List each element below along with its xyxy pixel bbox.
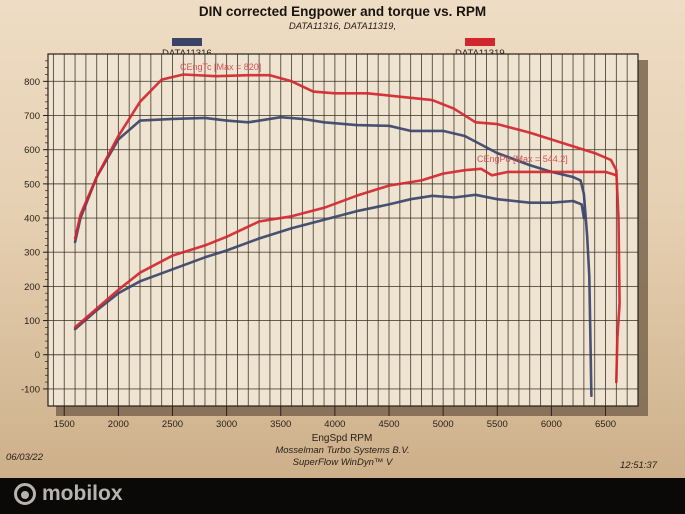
annotation-power-max: CEngPo [Max = 544.2]: [477, 154, 568, 164]
watermark-text: mobilox: [42, 482, 123, 505]
footer-date: 06/03/22: [6, 452, 43, 463]
footer-time: 12:51:37: [620, 460, 657, 471]
chart-title: DIN corrected Engpower and torque vs. RP…: [198, 4, 487, 19]
x-tick-label: 5000: [433, 419, 454, 430]
legend-swatch-data11316: [171, 38, 202, 46]
y-tick-label: 200: [24, 282, 40, 293]
x-tick-label: 5500: [487, 419, 508, 430]
footer-software: SuperFlow WinDyn™ V: [292, 457, 393, 468]
series-group: [73, 73, 621, 397]
watermark-logo: mobilox: [14, 482, 123, 506]
x-tick-label: 4500: [378, 419, 399, 430]
y-tick-label: 0: [35, 350, 40, 361]
series-line-4: [73, 167, 618, 329]
x-tick-label: 4000: [324, 419, 345, 430]
legend-swatch-data11319: [464, 38, 495, 46]
axes: 800 700 600 500 400 300 200 100 0 -100 1500 2000 250…: [21, 53, 639, 430]
mobilox-logo-icon: [14, 483, 36, 505]
y-tick-label: -100: [21, 384, 40, 395]
y-tick-label: 100: [24, 316, 40, 327]
x-tick-label: 3500: [270, 419, 291, 430]
y-tick-label: 300: [24, 248, 40, 259]
x-tick-label: 2500: [162, 419, 183, 430]
y-tick-label: 600: [24, 145, 40, 156]
plot-area: 800 700 600 500 400 300 200 100 0 -100 1500 2000 250…: [21, 53, 648, 444]
x-tick-label: 6000: [541, 419, 562, 430]
chart-subtitle: DATA11316, DATA11319,: [288, 21, 397, 32]
plot-frame: [47, 53, 639, 407]
x-tick-label: 6500: [595, 419, 616, 430]
y-tick-label: 800: [24, 77, 40, 88]
y-tick-label: 700: [24, 111, 40, 122]
series-line-3: [73, 193, 586, 331]
annotation-torque-max: CEngTc [Max = 820]: [180, 62, 261, 72]
series-line-2: [73, 73, 621, 384]
x-axis-label: EngSpd RPM: [312, 433, 373, 444]
x-tick-label: 1500: [54, 419, 75, 430]
x-tick-label: 2000: [108, 419, 129, 430]
footer-company: Mosselman Turbo Systems B.V.: [275, 445, 410, 456]
plot-background: [48, 54, 638, 406]
y-tick-label: 500: [24, 179, 40, 190]
grid: [48, 54, 638, 406]
x-tick-label: 3000: [216, 419, 237, 430]
y-tick-label: 400: [24, 214, 40, 225]
series-line-1: [73, 115, 593, 397]
